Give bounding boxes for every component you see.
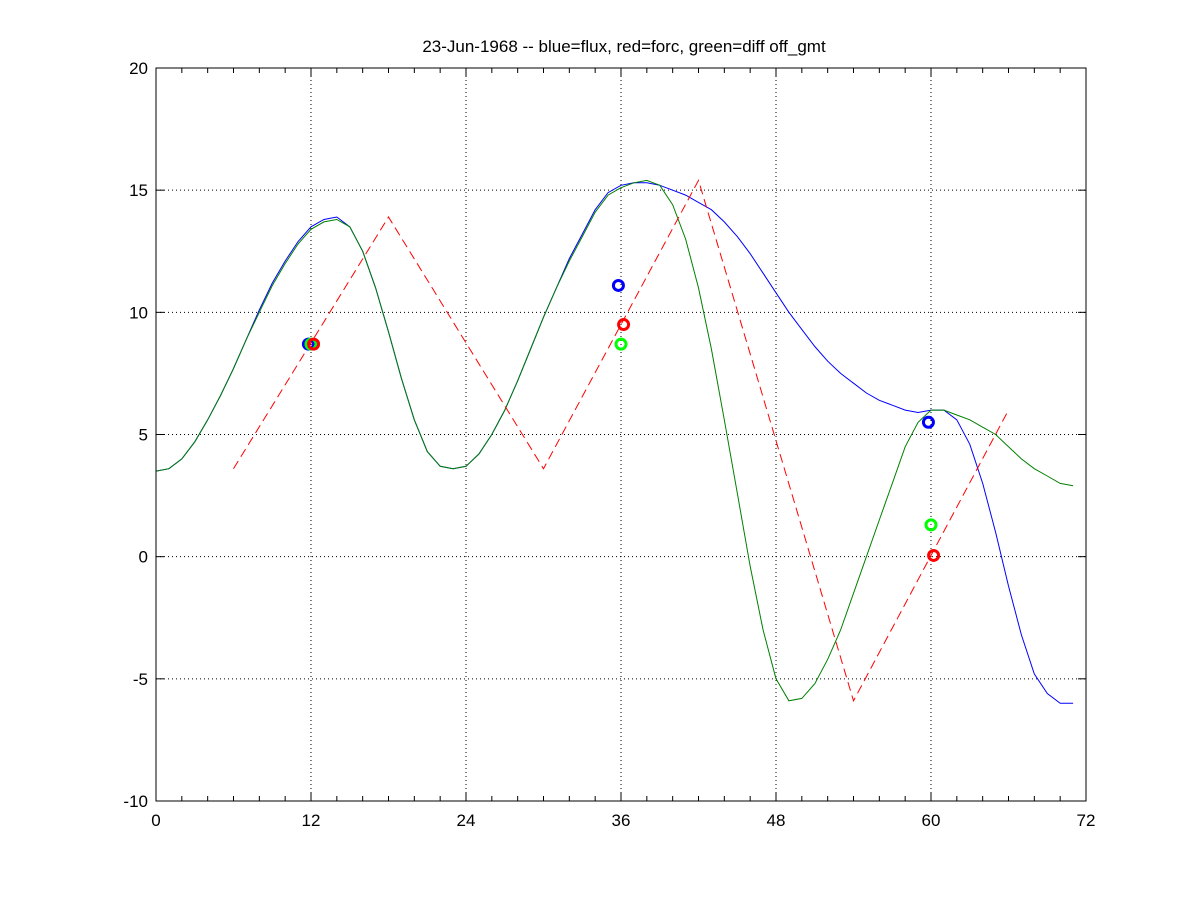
marker-layer xyxy=(301,278,941,562)
x-tick-label: 72 xyxy=(1077,811,1096,830)
x-tick-label: 60 xyxy=(922,811,941,830)
data-marker xyxy=(614,337,628,351)
y-tick-label: 5 xyxy=(139,426,148,445)
data-marker xyxy=(307,337,321,351)
grid xyxy=(156,68,1086,801)
chart-title: 23-Jun-1968 -- blue=flux, red=forc, gree… xyxy=(422,37,826,56)
data-marker xyxy=(611,278,625,292)
series-layer xyxy=(155,179,1074,704)
y-tick-label: 10 xyxy=(129,303,148,322)
y-tick-label: 20 xyxy=(129,59,148,78)
series-line xyxy=(155,179,1074,702)
data-marker xyxy=(617,318,631,332)
x-tick-label: 0 xyxy=(151,811,160,830)
data-marker xyxy=(921,415,935,429)
x-tick-label: 36 xyxy=(612,811,631,830)
ticks: 0 12 24 36 48 60 72 -10 -5 0 5 10 15 20 xyxy=(123,59,1095,830)
x-tick-label: 12 xyxy=(302,811,321,830)
y-tick-label: 15 xyxy=(129,181,148,200)
y-tick-label: 0 xyxy=(139,548,148,567)
x-tick-label: 48 xyxy=(767,811,786,830)
series-line xyxy=(155,182,1074,704)
data-marker xyxy=(924,518,938,532)
x-tick-label: 24 xyxy=(457,811,476,830)
y-tick-label: -10 xyxy=(123,792,148,811)
data-marker xyxy=(927,548,941,562)
series-line xyxy=(233,179,1009,703)
y-tick-label: -5 xyxy=(133,670,148,689)
